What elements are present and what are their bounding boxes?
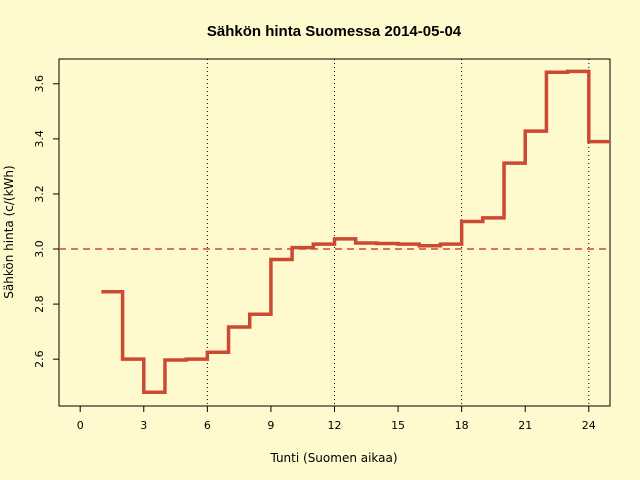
y-axis-label: Sähkön hinta (c/(kWh) bbox=[2, 165, 16, 298]
y-tick-label: 3.6 bbox=[33, 75, 46, 93]
x-tick-label: 21 bbox=[518, 419, 532, 432]
price-step-line bbox=[101, 69, 610, 394]
y-tick-label: 3.2 bbox=[33, 185, 46, 203]
x-axis-label: Tunti (Suomen aikaa) bbox=[269, 451, 397, 465]
y-tick-label: 3.0 bbox=[33, 240, 46, 258]
x-tick-label: 15 bbox=[391, 419, 405, 432]
x-tick-label: 12 bbox=[328, 419, 342, 432]
x-tick-label: 9 bbox=[267, 419, 274, 432]
x-tick-label: 0 bbox=[77, 419, 84, 432]
x-tick-label: 24 bbox=[582, 419, 596, 432]
x-tick-label: 6 bbox=[204, 419, 211, 432]
x-tick-label: 3 bbox=[140, 419, 147, 432]
x-tick-label: 18 bbox=[455, 419, 469, 432]
chart-title: Sähkön hinta Suomessa 2014-05-04 bbox=[207, 23, 462, 40]
y-tick-label: 2.8 bbox=[33, 295, 46, 313]
y-tick-label: 3.4 bbox=[33, 130, 46, 148]
y-tick-label: 2.6 bbox=[33, 350, 46, 368]
plot-area: 0 3 6 9 12 15 18 21 24 2.6 2.8 3.0 3.2 3.4 3.6 bbox=[33, 58, 611, 432]
